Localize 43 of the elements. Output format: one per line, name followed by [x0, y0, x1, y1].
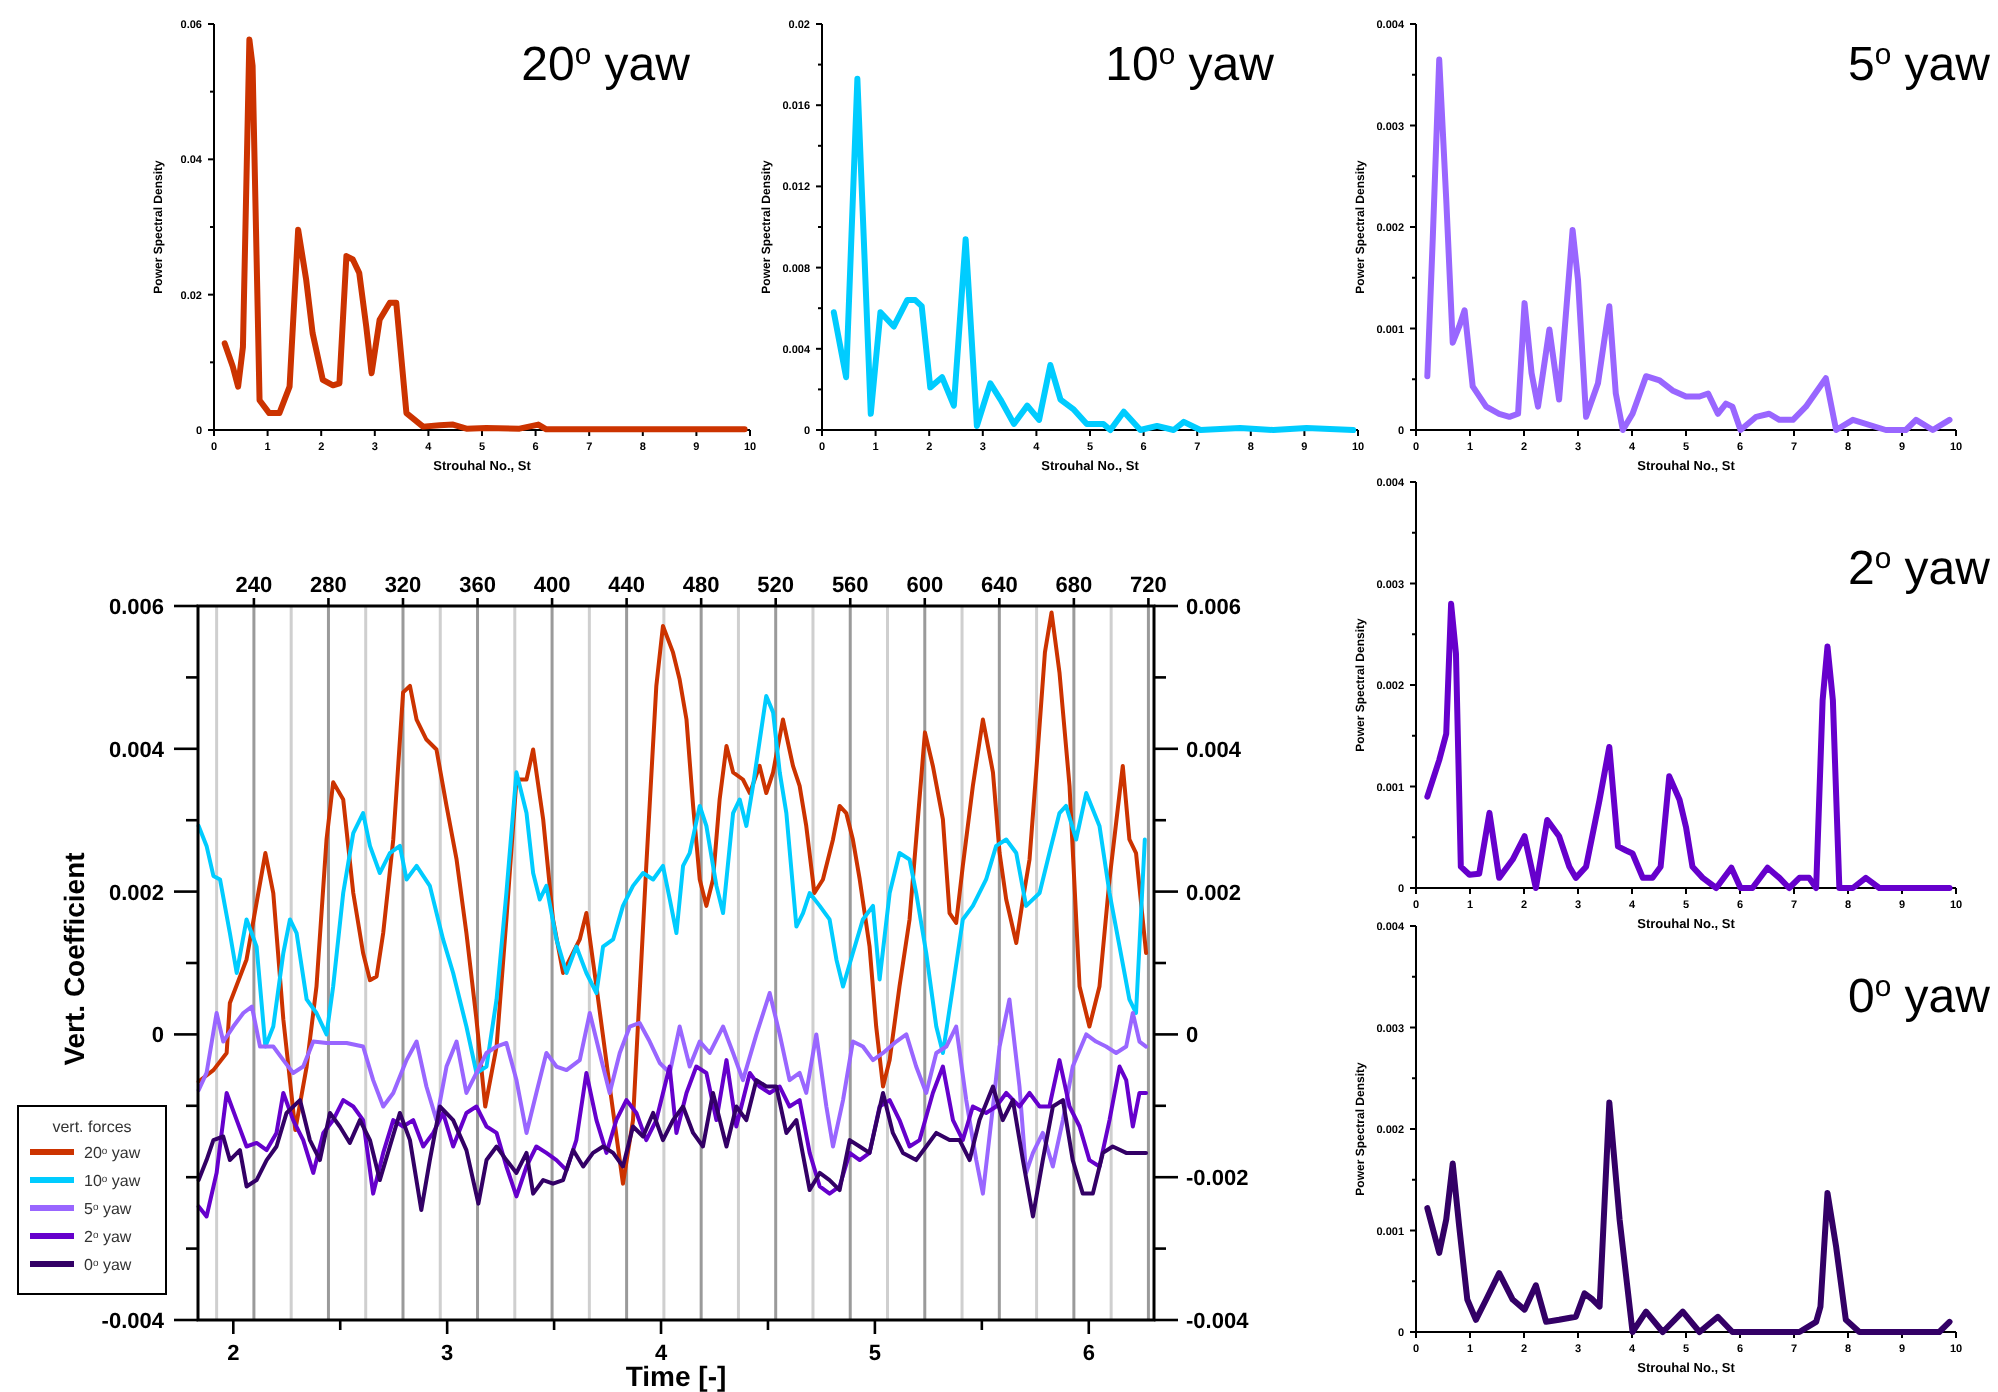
text: 2$^{o}$ yaw — [1848, 542, 1992, 596]
x2-tick-label: 440 — [608, 574, 645, 598]
x2-tick-label: 480 — [682, 574, 720, 598]
y2-tick-label: 0.006 — [1186, 596, 1242, 620]
chart-title: 10$^{o}$ yaw — [1105, 38, 1276, 92]
y-axis-title: Vert. Coefficient — [58, 851, 90, 1066]
y-tick-label: 0.002 — [108, 881, 164, 906]
y-tick-label: 0.006 — [108, 596, 164, 620]
y2-tick-label: 0 — [1186, 1024, 1199, 1049]
x2-tick-label: 640 — [980, 574, 1018, 598]
x-tick-label: 6 — [1082, 1342, 1095, 1366]
y-tick-label: -0.004 — [101, 1310, 166, 1334]
x2-tick-label: 600 — [906, 574, 944, 598]
x2-tick-label: 520 — [757, 574, 795, 598]
x2-tick-label: 560 — [831, 574, 869, 598]
chart-title: 5$^{o}$ yaw — [1848, 38, 1992, 92]
x2-tick-label: 320 — [384, 574, 422, 598]
line-series — [196, 610, 1149, 1186]
y2-tick-label: 0.004 — [1186, 738, 1243, 763]
y-tick-label: 0.004 — [108, 738, 166, 763]
x-tick-label: 3 — [441, 1342, 454, 1366]
line-series — [1424, 1099, 1953, 1335]
x2-tick-label: 720 — [1130, 574, 1167, 598]
x-tick-label: 5 — [868, 1342, 882, 1366]
y2-tick-label: -0.002 — [1186, 1167, 1249, 1192]
x2-tick-label: 400 — [533, 574, 571, 598]
x2-tick-label: 360 — [459, 574, 496, 598]
y2-tick-label: 0.002 — [1186, 881, 1242, 906]
chart-title: 20$^{o}$ yaw — [521, 38, 692, 92]
x-tick-label: 4 — [654, 1342, 669, 1366]
x-axis-title: Time [-] — [625, 1360, 727, 1392]
line-series — [1424, 600, 1953, 891]
x2-tick-label: 280 — [310, 574, 347, 598]
y2-tick-label: -0.004 — [1186, 1310, 1251, 1334]
line-series — [221, 36, 748, 433]
line-series — [196, 693, 1147, 1075]
x-tick-label: 2 — [227, 1342, 240, 1366]
line-series — [196, 990, 1149, 1196]
text: 0$^{o}$ yaw — [1848, 970, 1992, 1024]
legend-title: vert. forces — [52, 1118, 132, 1136]
y-tick-label: 0 — [151, 1024, 164, 1049]
x2-tick-label: 680 — [1055, 574, 1093, 598]
x2-tick-label: 240 — [235, 574, 273, 598]
